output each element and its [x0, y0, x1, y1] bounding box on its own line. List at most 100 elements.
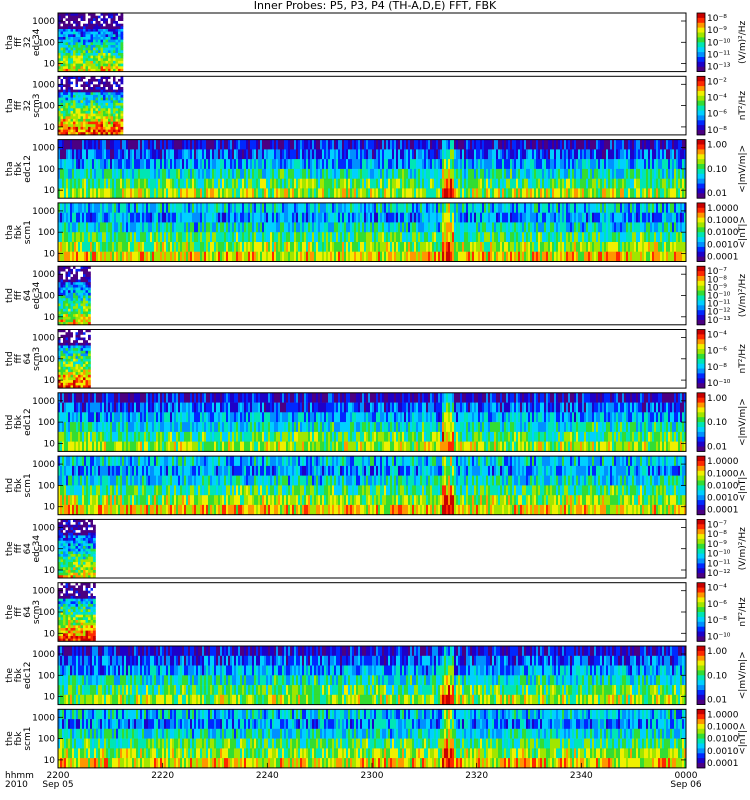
heatmap-cell: [220, 222, 223, 233]
heatmap-cell: [98, 116, 101, 120]
heatmap-cell: [282, 222, 285, 233]
heatmap-cell: [62, 178, 65, 189]
heatmap-cell: [244, 178, 247, 189]
heatmap-cell: [490, 232, 493, 243]
heatmap-cell: [93, 97, 96, 101]
heatmap-cell: [154, 202, 157, 213]
heatmap-cell: [660, 178, 663, 189]
heatmap-cell: [58, 118, 61, 122]
heatmap-cell: [80, 89, 84, 93]
heatmap-cell: [158, 222, 161, 233]
heatmap-cell: [238, 222, 241, 233]
heatmap-cell: [172, 188, 175, 199]
heatmap-cell: [354, 212, 357, 223]
heatmap-cell: [146, 178, 149, 189]
heatmap-cell: [222, 168, 225, 179]
heatmap-cell: [65, 94, 69, 98]
heatmap-cell: [126, 188, 129, 199]
heatmap-cell: [96, 149, 99, 160]
heatmap-cell: [154, 168, 157, 179]
heatmap-cell: [394, 251, 397, 262]
heatmap-cell: [116, 242, 119, 253]
colorbar-swatch: [697, 61, 705, 68]
heatmap-cell: [584, 149, 587, 160]
heatmap-cell: [660, 188, 663, 199]
heatmap-cell: [428, 242, 431, 253]
heatmap-cell: [588, 168, 591, 179]
heatmap-cell: [430, 212, 433, 223]
heatmap-cell: [93, 102, 96, 106]
heatmap-cell: [90, 84, 94, 88]
heatmap-cell: [78, 60, 81, 64]
heatmap-cell: [368, 242, 371, 253]
heatmap-cell: [446, 149, 449, 160]
heatmap-cell: [73, 94, 76, 98]
heatmap-cell: [120, 113, 124, 117]
heatmap-cell: [252, 168, 255, 179]
heatmap-cell: [88, 47, 91, 51]
heatmap-cell: [74, 222, 77, 233]
heatmap-cell: [384, 251, 387, 262]
heatmap-cell: [100, 89, 104, 93]
heatmap-cell: [84, 188, 87, 199]
heatmap-cell: [76, 232, 79, 243]
heatmap-cell: [560, 149, 563, 160]
heatmap-cell: [93, 34, 96, 38]
heatmap-cell: [60, 13, 64, 16]
heatmap-cell: [646, 212, 649, 223]
heatmap-cell: [630, 202, 633, 213]
heatmap-cell: [228, 242, 231, 253]
heatmap-cell: [396, 232, 399, 243]
heatmap-cell: [546, 139, 549, 150]
heatmap-cell: [70, 18, 74, 22]
heatmap-cell: [506, 139, 509, 150]
heatmap-cell: [616, 202, 619, 213]
heatmap-cell: [626, 149, 629, 160]
heatmap-cell: [84, 139, 87, 150]
heatmap-cell: [270, 188, 273, 199]
heatmap-cell: [508, 202, 511, 213]
heatmap-cell: [506, 178, 509, 189]
heatmap-cell: [562, 168, 565, 179]
heatmap-cell: [65, 60, 69, 64]
heatmap-cell: [674, 242, 677, 253]
heatmap-cell: [198, 242, 201, 253]
heatmap-cell: [68, 129, 71, 133]
heatmap-cell: [108, 66, 111, 70]
heatmap-cell: [478, 149, 481, 160]
heatmap-cell: [80, 168, 83, 179]
heatmap-cell: [486, 149, 489, 160]
heatmap-cell: [460, 178, 463, 189]
heatmap-cell: [108, 108, 111, 112]
heatmap-cell: [120, 124, 124, 128]
heatmap-cell: [93, 31, 96, 35]
heatmap-cell: [103, 29, 106, 32]
heatmap-cell: [572, 222, 575, 233]
heatmap-cell: [120, 18, 124, 22]
heatmap-cell: [65, 118, 69, 122]
heatmap-cell: [112, 251, 115, 262]
heatmap-cell: [74, 242, 77, 253]
heatmap-cell: [582, 149, 585, 160]
panel-label-probe: tha: [5, 35, 15, 50]
heatmap-cell: [684, 168, 687, 179]
heatmap-cell: [646, 202, 649, 213]
heatmap-cell: [346, 222, 349, 233]
heatmap-cell: [198, 149, 201, 160]
heatmap-cell: [78, 53, 81, 56]
heatmap-cell: [95, 102, 99, 106]
heatmap-cell: [88, 42, 91, 46]
heatmap-cell: [354, 251, 357, 262]
heatmap-cell: [160, 232, 163, 243]
heatmap-cell: [68, 45, 71, 48]
heatmap-cell: [182, 251, 185, 262]
heatmap-cell: [542, 168, 545, 179]
heatmap-cell: [490, 149, 493, 160]
heatmap-cell: [100, 79, 104, 82]
heatmap-cell: [612, 188, 615, 199]
heatmap-cell: [134, 139, 137, 150]
heatmap-cell: [604, 168, 607, 179]
heatmap-cell: [442, 178, 445, 189]
heatmap-cell: [73, 50, 76, 54]
heatmap-cell: [90, 45, 94, 48]
